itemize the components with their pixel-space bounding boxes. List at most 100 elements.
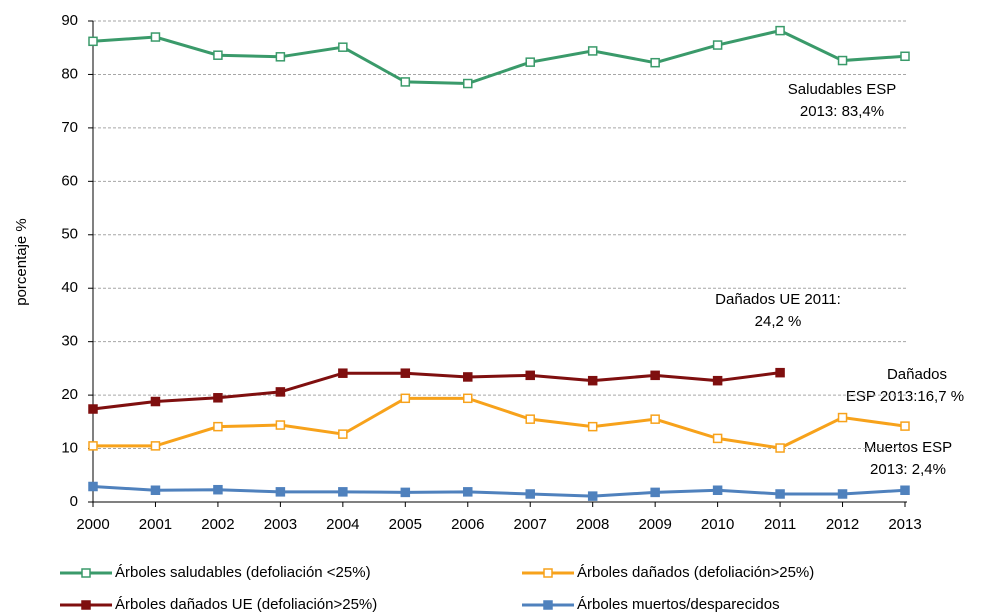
y-tick-label: 50	[61, 226, 78, 243]
y-axis-label: porcentaje %	[13, 218, 30, 306]
annotation: ESP 2013:16,7 %	[846, 388, 964, 405]
point	[712, 375, 723, 386]
point	[463, 372, 473, 382]
x-tick-label: 2005	[389, 516, 422, 533]
point	[463, 487, 473, 497]
legend-label: Árboles saludables (defoliación <25%)	[115, 564, 371, 581]
point	[712, 40, 723, 50]
x-tick-label: 2013	[888, 516, 921, 533]
point	[213, 484, 223, 495]
point	[587, 46, 598, 56]
point	[275, 420, 286, 430]
point	[88, 404, 98, 414]
point	[338, 429, 348, 439]
y-tick-label: 0	[70, 493, 78, 510]
point	[525, 57, 535, 67]
point	[213, 421, 223, 432]
point	[775, 367, 785, 378]
point	[900, 485, 910, 495]
x-tick-label: 2008	[576, 516, 609, 533]
point	[150, 396, 161, 407]
point	[275, 387, 286, 397]
point	[587, 491, 598, 501]
legend-marker	[81, 568, 91, 578]
y-tick-label: 30	[61, 333, 78, 350]
x-tick-label: 2012	[826, 516, 859, 533]
point	[650, 487, 660, 498]
annotation: Muertos ESP	[864, 439, 952, 456]
x-tick-label: 2011	[764, 516, 796, 533]
x-tick-label: 2000	[76, 516, 109, 533]
y-tick-label: 60	[61, 172, 78, 189]
x-tick-label: 2001	[139, 516, 172, 533]
legend-marker	[543, 600, 553, 610]
point	[837, 55, 848, 66]
x-tick-label: 2010	[701, 516, 734, 533]
point	[88, 441, 98, 451]
point	[88, 36, 98, 47]
x-tick-label: 2004	[326, 516, 359, 533]
point	[525, 489, 535, 499]
annotation: Dañados	[887, 366, 947, 383]
point	[400, 487, 411, 498]
point	[400, 77, 411, 87]
annotation: 2013: 83,4%	[800, 103, 884, 120]
point	[525, 414, 535, 424]
point	[275, 487, 286, 497]
point	[712, 433, 723, 444]
point	[338, 487, 348, 497]
point	[775, 25, 785, 36]
point	[400, 368, 411, 378]
point	[213, 393, 223, 403]
point	[150, 485, 161, 495]
annotation: Saludables ESP	[788, 81, 896, 98]
point	[150, 441, 161, 451]
x-tick-label: 2009	[638, 516, 671, 533]
point	[400, 393, 411, 404]
point	[900, 51, 910, 62]
y-tick-label: 40	[61, 279, 78, 296]
legend-marker	[543, 568, 553, 578]
point	[712, 485, 723, 495]
y-tick-label: 70	[61, 119, 78, 136]
point	[837, 489, 848, 499]
point	[463, 393, 473, 404]
series-line	[92, 371, 781, 411]
series-line	[93, 396, 906, 450]
point	[650, 57, 660, 68]
point	[525, 370, 535, 381]
x-tick-label: 2007	[514, 516, 547, 533]
series-line	[92, 29, 906, 86]
point	[587, 375, 598, 386]
legend-marker	[81, 600, 91, 610]
point	[338, 42, 348, 52]
legend-label: Árboles dañados UE (defoliación>25%)	[115, 596, 377, 613]
point	[587, 421, 598, 432]
point	[900, 421, 910, 431]
point	[650, 370, 660, 381]
point	[275, 52, 286, 62]
y-tick-label: 10	[61, 440, 78, 457]
point	[338, 368, 348, 378]
point	[213, 50, 223, 60]
y-tick-label: 80	[61, 65, 78, 82]
x-tick-label: 2002	[201, 516, 234, 533]
x-tick-label: 2006	[451, 516, 484, 533]
point	[150, 32, 161, 42]
annotation: 2013: 2,4%	[870, 461, 946, 478]
point	[775, 443, 785, 453]
y-tick-label: 20	[61, 386, 78, 403]
series-line	[92, 485, 906, 498]
point	[463, 78, 473, 89]
point	[775, 489, 785, 499]
legend-label: Árboles dañados (defoliación>25%)	[577, 564, 814, 581]
point	[650, 414, 660, 424]
annotation: Dañados UE 2011:	[715, 291, 841, 308]
annotation: 24,2 %	[755, 313, 802, 330]
x-tick-label: 2003	[264, 516, 297, 533]
legend-label: Árboles muertos/desparecidos	[577, 596, 780, 613]
point	[837, 412, 848, 423]
y-tick-label: 90	[61, 12, 78, 29]
point	[88, 481, 98, 492]
